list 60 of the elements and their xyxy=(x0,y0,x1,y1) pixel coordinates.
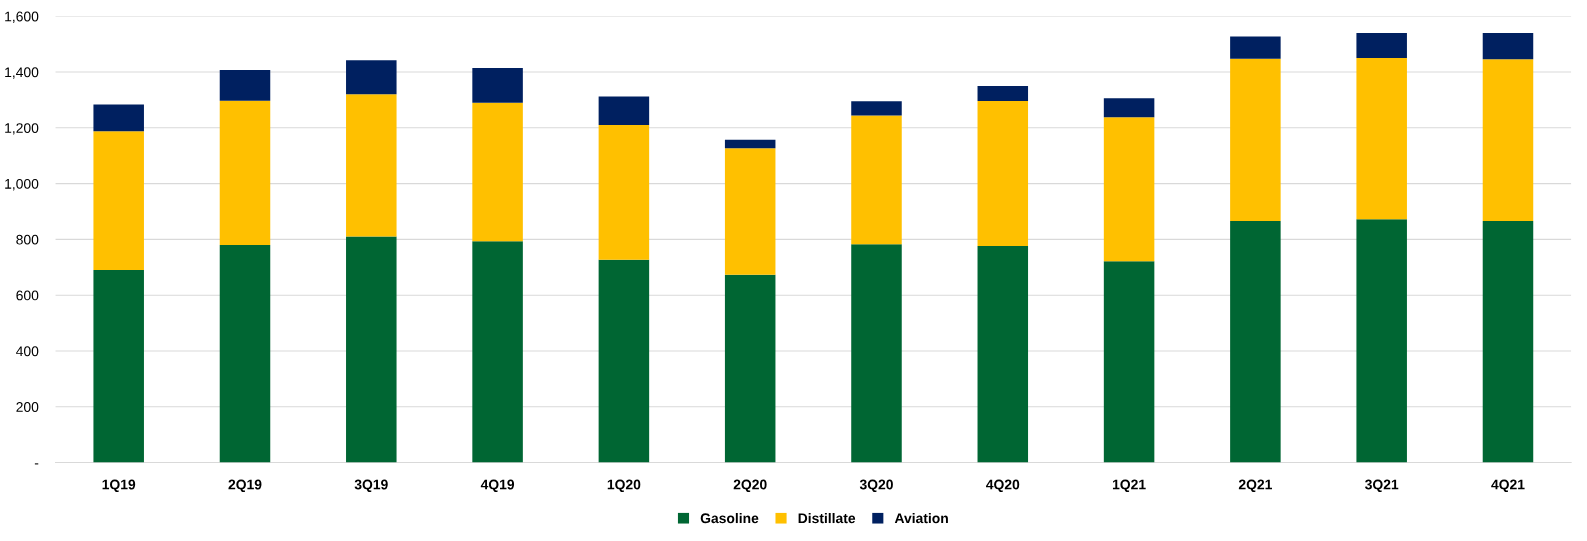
x-tick-label: 1Q20 xyxy=(607,479,641,493)
x-tick-label: 2Q19 xyxy=(228,479,262,493)
bar xyxy=(346,236,397,463)
bar xyxy=(472,68,523,103)
bar xyxy=(851,115,902,245)
bar xyxy=(598,125,650,260)
x-tick-label: 4Q19 xyxy=(480,479,515,493)
y-tick-label: 200 xyxy=(16,402,39,412)
bar xyxy=(977,101,1029,247)
y-tick-label: 600 xyxy=(16,290,39,301)
bar xyxy=(472,102,523,242)
y-tick-label: 1,600 xyxy=(5,11,39,24)
y-tick-label: 400 xyxy=(16,346,39,357)
bar xyxy=(1103,117,1155,262)
bar xyxy=(724,148,776,275)
y-tick-label: 800 xyxy=(16,234,39,245)
x-tick-label: 3Q20 xyxy=(859,479,893,493)
legend-label: Aviation xyxy=(894,512,948,524)
bar xyxy=(851,244,902,463)
y-tick-label: 1,400 xyxy=(5,67,39,79)
legend-label: Distillate xyxy=(798,512,856,524)
x-tick-label: 2Q21 xyxy=(1238,479,1272,493)
bar xyxy=(219,100,271,245)
x-tick-label: 3Q19 xyxy=(354,479,388,493)
y-tick-label: 1,000 xyxy=(5,178,39,191)
legend-label: Gasoline xyxy=(700,512,759,524)
bar xyxy=(1103,261,1155,463)
bar xyxy=(1103,98,1155,118)
bar xyxy=(1230,36,1281,59)
y-tick-label: 1,200 xyxy=(5,123,39,135)
bar xyxy=(724,139,776,149)
bar xyxy=(346,60,397,95)
bar xyxy=(1482,32,1534,60)
x-tick-label: 4Q21 xyxy=(1491,479,1525,493)
bar xyxy=(1230,58,1281,221)
x-tick-label: 1Q21 xyxy=(1112,479,1146,493)
bar xyxy=(1482,59,1534,221)
x-tick-label: 1Q19 xyxy=(102,479,136,493)
bar xyxy=(472,241,523,463)
bar xyxy=(219,244,271,463)
bar xyxy=(851,101,902,116)
bar xyxy=(598,259,650,463)
bar xyxy=(93,104,144,132)
bar xyxy=(219,70,271,101)
bar xyxy=(93,131,144,271)
bar xyxy=(346,94,397,237)
x-tick-label: 2Q20 xyxy=(733,479,767,493)
bar xyxy=(977,246,1029,463)
bar xyxy=(93,270,144,463)
bar xyxy=(977,85,1029,102)
bar xyxy=(1356,32,1407,59)
x-tick-label: 3Q21 xyxy=(1365,479,1399,493)
x-tick-label: 4Q20 xyxy=(986,479,1020,493)
bar xyxy=(1230,220,1281,463)
bar xyxy=(1482,220,1534,463)
bar xyxy=(724,274,776,463)
bar xyxy=(1356,219,1407,463)
bar xyxy=(598,96,650,126)
y-tick-label: - xyxy=(34,463,39,465)
bar xyxy=(1356,58,1407,220)
